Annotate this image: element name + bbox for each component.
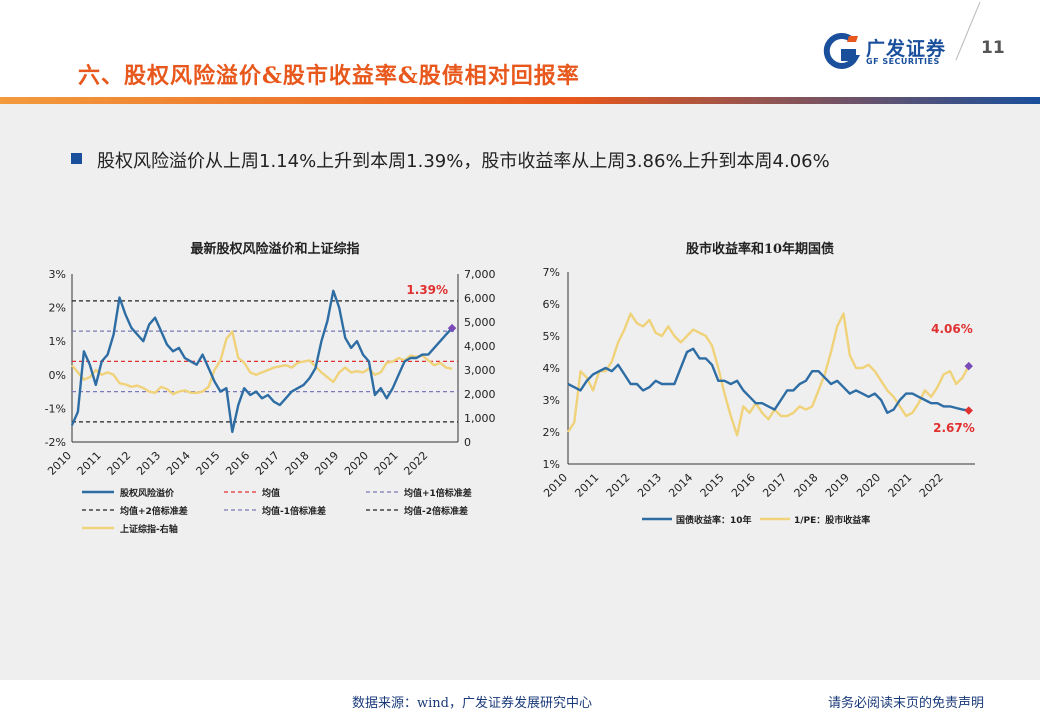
header-accent-bar: [0, 97, 1040, 104]
chart-yield-panel: 股市收益率和10年期国债 7% 6% 5% 4% 3% 2% 1% 2010 2011 2012 2…: [520, 230, 1000, 550]
x-tick-label: 2016: [729, 471, 758, 500]
y-tick-label: 0%: [49, 369, 66, 382]
bullet-marker: [71, 153, 82, 164]
y2-tick-label: 5,000: [464, 316, 496, 329]
legend-label: 1/PE：股市收益率: [794, 514, 870, 526]
legend-label: 均值: [262, 487, 280, 499]
y2-tick-label: 4,000: [464, 340, 496, 353]
x-tick-label: 2015: [194, 449, 223, 478]
y-tick-label: 3%: [49, 268, 66, 281]
y-tick-label: 2%: [49, 302, 66, 315]
x-tick-label: 2014: [164, 449, 193, 478]
legend-label: 均值+1倍标准差: [404, 487, 472, 499]
legend-label: 上证综指-右轴: [120, 523, 178, 535]
x-tick-label: 2021: [372, 449, 401, 478]
x-tick-label: 2021: [886, 471, 915, 500]
legend-label: 均值+2倍标准差: [120, 505, 188, 517]
x-tick-label: 2022: [401, 449, 430, 478]
y2-tick-label: 2,000: [464, 388, 496, 401]
x-tick-label: 2010: [541, 471, 570, 500]
endpoint-marker: [447, 323, 457, 333]
logo-text-cn: 广发证券: [866, 38, 947, 60]
x-tick-label: 2013: [134, 449, 163, 478]
y2-tick-label: 1,000: [464, 412, 496, 425]
endpoint-label: 4.06%: [931, 322, 973, 336]
series-line: [566, 312, 970, 437]
summary-bullet: 股权风险溢价从上周1.14%上升到本周1.39%，股市收益率从上周3.86%上升…: [97, 151, 830, 172]
y-tick-label: -2%: [45, 436, 66, 449]
y-tick-label: -1%: [45, 402, 66, 415]
gf-securities-logo: 广发证券 GF SECURITIES: [822, 32, 952, 72]
series-line: [71, 330, 453, 396]
chart-title: 最新股权风险溢价和上证综指: [190, 242, 360, 257]
header: 六、股权风险溢价&股市收益率&股债相对回报率 广发证券 GF SECURITIE…: [0, 0, 1040, 104]
x-tick-label: 2022: [917, 471, 946, 500]
x-tick-label: 2019: [823, 471, 852, 500]
chart-title: 股市收益率和10年期国债: [685, 242, 835, 257]
endpoint-label: 1.39%: [406, 283, 448, 297]
x-tick-label: 2015: [698, 471, 727, 500]
chart-yield: 7%6%5%4%3%2%1%2010 2011 2012 2013 2014 2015 20…: [541, 266, 975, 526]
x-tick-label: 2016: [223, 449, 252, 478]
legend-label: 股权风险溢价: [120, 487, 175, 499]
endpoint-label: 2.67%: [933, 421, 975, 435]
logo-text-en: GF SECURITIES: [866, 57, 940, 66]
chart-erp: 3% 2% 1% 0% -1% -2% 7,000 6,000 5,000 4,000 3,000 2…: [45, 268, 496, 535]
logo-icon: [823, 33, 861, 69]
series-line: [567, 347, 969, 415]
x-tick-label: 2011: [572, 471, 601, 500]
x-tick-label: 2014: [666, 471, 695, 500]
x-tick-label: 2012: [604, 471, 633, 500]
legend-label: 国债收益率：10年: [676, 514, 752, 526]
chart-erp-panel: 最新股权风险溢价和上证综指 3% 2% 1% 0% -1% -2% 7,000 6,000 5,…: [40, 230, 510, 550]
x-tick-label: 2012: [105, 449, 134, 478]
x-tick-label: 2020: [342, 449, 371, 478]
x-tick-label: 2019: [312, 449, 341, 478]
x-tick-label: 2018: [283, 449, 312, 478]
page-number: 11: [981, 38, 1005, 58]
y-tick-label: 7%: [543, 266, 560, 279]
data-source: 数据来源：wind，广发证券发展研究中心: [352, 696, 592, 711]
disclaimer-link[interactable]: 请务必阅读末页的免责声明: [828, 696, 985, 711]
y-tick-label: 6%: [543, 298, 560, 311]
footer: [0, 680, 1040, 720]
series-line: [70, 289, 453, 434]
x-tick-label: 2017: [253, 449, 282, 478]
legend-label: 均值-2倍标准差: [404, 505, 468, 517]
x-tick-label: 2017: [760, 471, 789, 500]
y2-tick-label: 6,000: [464, 292, 496, 305]
y-tick-label: 4%: [543, 362, 560, 375]
x-tick-label: 2011: [75, 449, 104, 478]
y2-tick-label: 0: [464, 436, 471, 449]
x-tick-label: 2018: [792, 471, 821, 500]
y-tick-label: 5%: [543, 330, 560, 343]
endpoint-marker: [964, 406, 973, 415]
y-tick-label: 3%: [543, 394, 560, 407]
x-tick-label: 2013: [635, 471, 664, 500]
legend-label: 均值-1倍标准差: [262, 505, 326, 517]
y-tick-label: 2%: [543, 426, 560, 439]
page-title: 六、股权风险溢价&股市收益率&股债相对回报率: [78, 63, 580, 89]
x-tick-label: 2020: [854, 471, 883, 500]
header-divider: [955, 1, 981, 61]
y2-tick-label: 7,000: [464, 268, 496, 281]
y-tick-label: 1%: [49, 335, 66, 348]
x-tick-label: 2010: [45, 449, 74, 478]
y2-tick-label: 3,000: [464, 364, 496, 377]
y-tick-label: 1%: [543, 458, 560, 471]
